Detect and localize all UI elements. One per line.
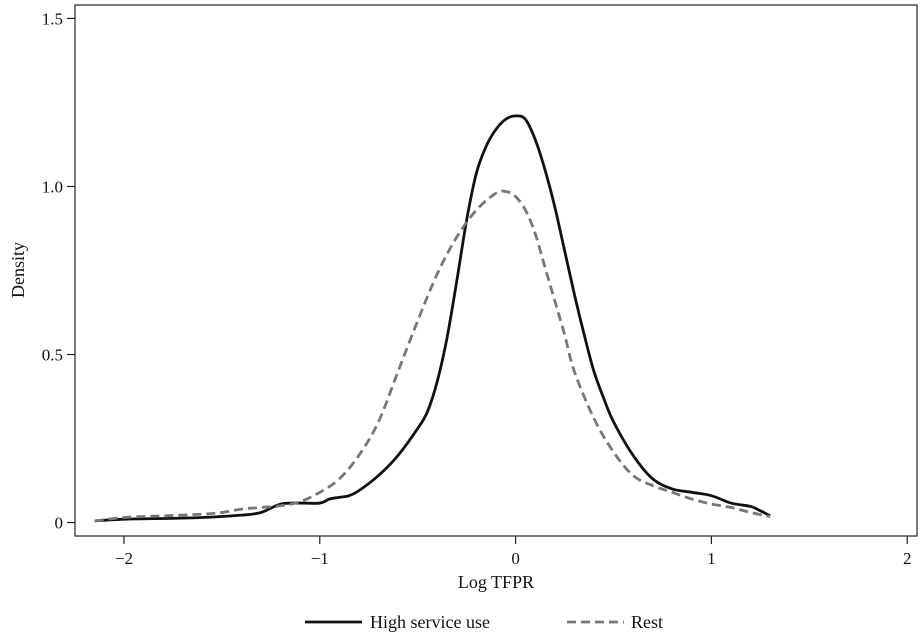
x-tick-label: −2 — [115, 549, 133, 568]
x-tick-label: −1 — [311, 549, 329, 568]
legend-label-high-service-use: High service use — [370, 612, 490, 632]
legend: High service use Rest — [305, 612, 663, 632]
x-axis: −2 −1 0 1 2 — [115, 536, 912, 568]
x-tick-label: 1 — [707, 549, 716, 568]
y-axis-title: Density — [8, 242, 28, 298]
series-line-high-service-use — [94, 114, 771, 523]
y-tick-label: 0 — [55, 514, 64, 533]
x-tick-label: 0 — [511, 549, 520, 568]
series-line-rest — [94, 189, 771, 523]
y-tick-label: 1.5 — [42, 9, 63, 28]
y-axis: 0 0.5 1.0 1.5 — [42, 9, 75, 533]
plot-frame — [74, 4, 918, 537]
y-tick-label: 1.0 — [42, 177, 63, 196]
x-axis-title: Log TFPR — [458, 572, 534, 592]
series-lines — [94, 114, 771, 523]
x-tick-label: 2 — [903, 549, 912, 568]
y-tick-label: 0.5 — [42, 346, 63, 365]
legend-label-rest: Rest — [631, 612, 663, 632]
